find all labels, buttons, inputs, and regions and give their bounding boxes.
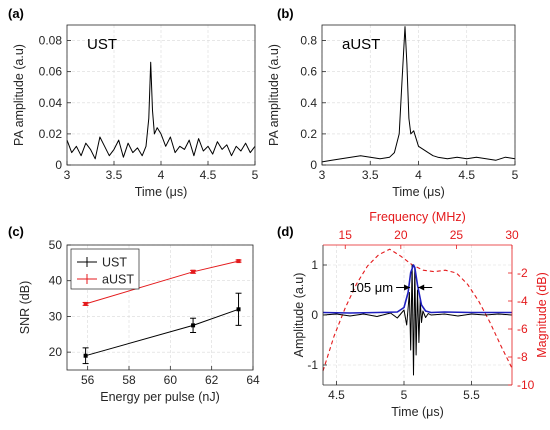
panel-c: 56 58 60 62 64 20 30 40 50 Energy per pulse (nJ) S… — [8, 224, 260, 404]
y-tick-label: 50 — [49, 238, 63, 252]
y-tick-label: 0 — [55, 158, 62, 172]
x2-tick-label: 25 — [450, 228, 464, 242]
plot-frame — [66, 244, 254, 371]
x-axis-label: Time (μs) — [135, 185, 188, 199]
y-axis-label: Amplitude (a.u) — [292, 273, 306, 358]
y-tick-label: 0.02 — [39, 127, 63, 141]
x-tick-label: 3.5 — [362, 168, 379, 182]
x-tick-label: 4.5 — [328, 388, 345, 402]
y-tick-label: 0.8 — [300, 34, 317, 48]
data-point — [83, 301, 88, 306]
y-tick-label: 30 — [49, 309, 63, 323]
y-tick-label: -1 — [307, 358, 318, 372]
legend-label: aUST — [102, 273, 134, 287]
data-point — [191, 323, 196, 328]
panel-label: (d) — [277, 224, 294, 239]
x-tick-label: 4.5 — [200, 168, 217, 182]
x2-tick-label: 30 — [505, 228, 519, 242]
y-tick-label: 0 — [311, 308, 318, 322]
panel-annotation: aUST — [342, 36, 380, 53]
x2-axis-label: Frequency (MHz) — [369, 210, 466, 224]
y-axis-label: SNR (dB) — [18, 281, 32, 334]
y-tick-label: 20 — [49, 345, 63, 359]
y-tick-label: 1 — [311, 258, 318, 272]
waveform-line — [321, 26, 516, 163]
y-tick-label: 0.04 — [39, 96, 63, 110]
x-axis-label: Energy per pulse (nJ) — [100, 390, 220, 404]
x-tick-label: 3 — [64, 168, 71, 182]
spectrum-line — [322, 248, 513, 372]
panel-a: 3 3.5 4 4.5 5 0 0.02 0.04 0.06 0.08 Time (μs) PA am… — [8, 6, 259, 199]
panel-label: (c) — [8, 224, 24, 239]
x-tick-label: 5 — [252, 168, 259, 182]
legend: UST aUST — [70, 248, 140, 290]
x-tick-label: 58 — [122, 373, 136, 387]
legend-box — [70, 248, 140, 290]
x-tick-label: 60 — [164, 373, 178, 387]
y-tick-label: 40 — [49, 274, 63, 288]
y2-tick-label: -8 — [517, 350, 528, 364]
y2-tick-label: -4 — [517, 294, 528, 308]
y-tick-label: 0.4 — [300, 96, 317, 110]
x-tick-label: 5.5 — [463, 388, 480, 402]
x-tick-label: 4 — [158, 168, 165, 182]
y-axis-label: PA amplitude (a.u) — [267, 44, 281, 146]
y-tick-label: 0.08 — [39, 34, 63, 48]
y-tick-label: 0.6 — [300, 65, 317, 79]
x-tick-label: 62 — [205, 373, 219, 387]
y2-tick-label: -2 — [517, 266, 528, 280]
data-point — [83, 353, 88, 358]
panel-label: (b) — [277, 6, 294, 21]
x-tick-label: 5 — [512, 168, 519, 182]
x-tick-label: 3 — [319, 168, 326, 182]
y-tick-label: 0 — [310, 158, 317, 172]
signal-line — [322, 264, 513, 376]
arrowhead-left — [404, 284, 411, 291]
y2-tick-label: -10 — [517, 378, 535, 392]
arrowhead-right — [418, 284, 425, 291]
data-point — [191, 269, 196, 274]
x-tick-label: 56 — [81, 373, 95, 387]
panel-annotation: UST — [87, 36, 117, 53]
envelope-line — [322, 264, 512, 314]
x-tick-label: 64 — [246, 373, 260, 387]
x-axis-label: Time (μs) — [391, 405, 444, 419]
x-tick-label: 3.5 — [106, 168, 123, 182]
panel-label: (a) — [8, 6, 24, 21]
waveform-line — [66, 61, 256, 160]
x2-tick-label: 20 — [394, 228, 408, 242]
data-point — [236, 307, 241, 312]
data-point — [236, 259, 241, 264]
y-tick-label: 0.06 — [39, 65, 63, 79]
y-tick-label: 0.2 — [300, 127, 317, 141]
x-tick-label: 4 — [415, 168, 422, 182]
x2-tick-label: 15 — [339, 228, 353, 242]
x-tick-label: 4.5 — [458, 168, 475, 182]
y2-axis-label: Magnitude (dB) — [535, 272, 549, 357]
y-axis-label: PA amplitude (a.u) — [12, 44, 26, 146]
x-axis-label: Time (μs) — [392, 185, 445, 199]
panel-b: 3 3.5 4 4.5 5 0 0.2 0.4 0.6 0.8 Time (μs) PA amplit… — [267, 6, 519, 199]
y2-tick-label: -6 — [517, 322, 528, 336]
width-annotation: 105 μm — [349, 280, 393, 295]
legend-label: UST — [102, 256, 127, 270]
x-tick-label: 5 — [401, 388, 408, 402]
